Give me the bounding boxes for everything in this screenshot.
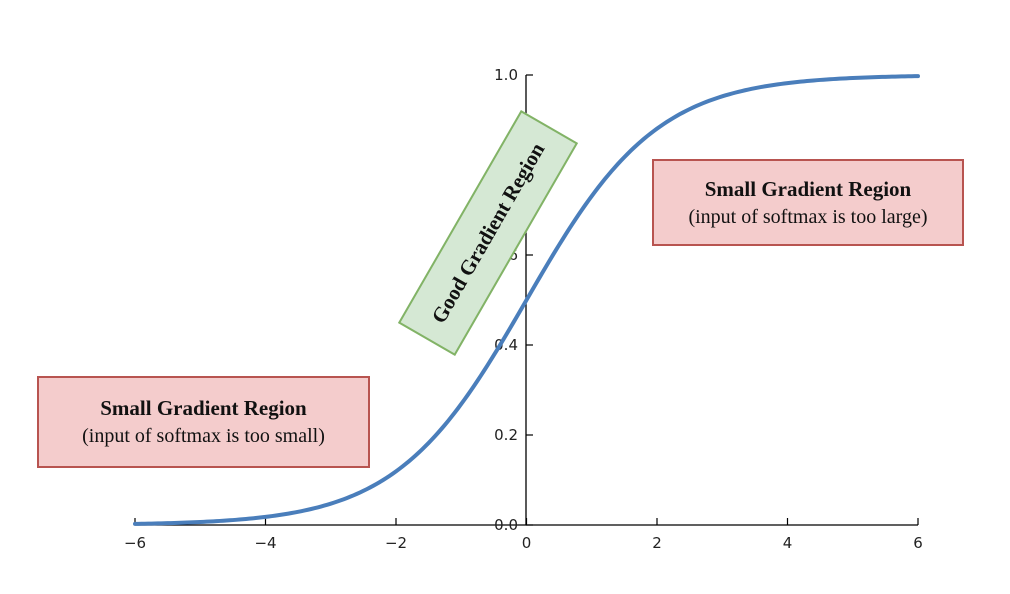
x-tick-label: 2	[652, 534, 662, 552]
right-region-callout: Small Gradient Region (input of softmax …	[652, 159, 964, 246]
left-region-subtitle: (input of softmax is too small)	[82, 425, 325, 447]
y-tick-label: 0.4	[494, 336, 518, 354]
x-tick-label: −6	[124, 534, 146, 552]
x-tick-label: −4	[254, 534, 276, 552]
left-region-title: Small Gradient Region	[100, 396, 307, 420]
x-tick-label: 0	[522, 534, 532, 552]
x-tick-label: −2	[385, 534, 407, 552]
right-region-title: Small Gradient Region	[704, 177, 912, 201]
left-region-callout: Small Gradient Region (input of softmax …	[37, 376, 370, 468]
sigmoid-curve	[133, 74, 920, 526]
x-tick-label: 4	[783, 534, 793, 552]
y-tick-label: 0.0	[494, 516, 518, 534]
y-tick-label: 0.2	[494, 426, 518, 444]
x-tick-label: 6	[913, 534, 923, 552]
right-region-subtitle: (input of softmax is too large)	[688, 206, 928, 228]
y-tick-label: 1.0	[494, 66, 518, 84]
x-ticks: −6 −4 −2 0 2 4 6	[124, 518, 923, 552]
